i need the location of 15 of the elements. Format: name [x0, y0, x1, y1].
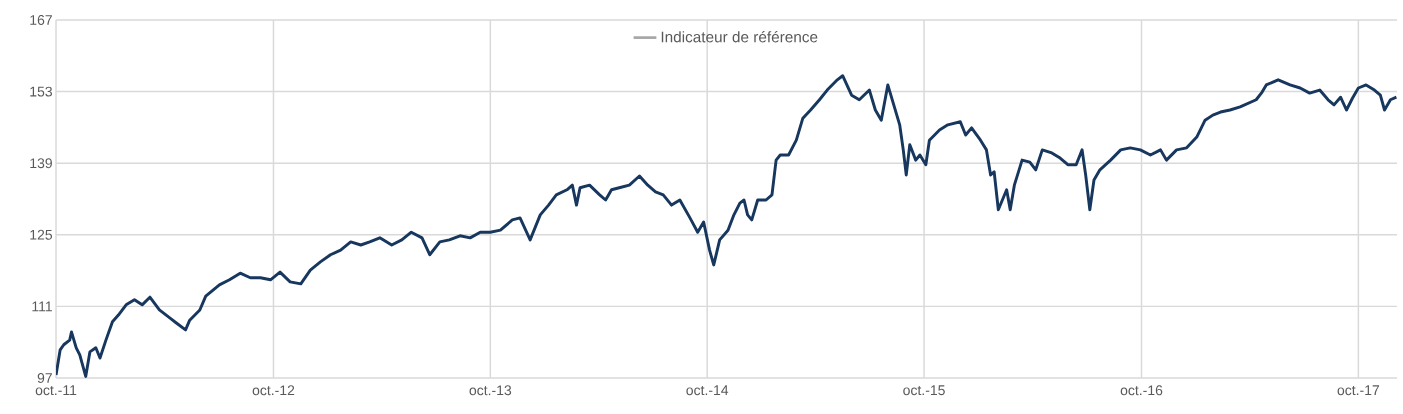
x-tick-label: oct.-14	[686, 385, 729, 396]
x-tick-label: oct.-11	[35, 385, 77, 396]
x-tick-label: oct.-16	[1120, 385, 1163, 396]
y-tick-label: 153	[30, 86, 53, 97]
y-tick-label: 125	[30, 229, 53, 240]
x-tick-label: oct.-13	[469, 385, 512, 396]
line-series	[56, 74, 1397, 378]
x-tick-label: oct.-12	[252, 385, 295, 396]
y-tick-label: 139	[30, 158, 52, 169]
x-tick-label: oct.-17	[1337, 385, 1380, 396]
y-tick-label: 97	[37, 373, 52, 383]
y-tick-label: 167	[30, 15, 52, 25]
x-tick-label: oct.-15	[903, 385, 945, 396]
y-tick-label: 111	[32, 301, 52, 312]
legend-label: Indicateur de référence	[661, 30, 818, 43]
